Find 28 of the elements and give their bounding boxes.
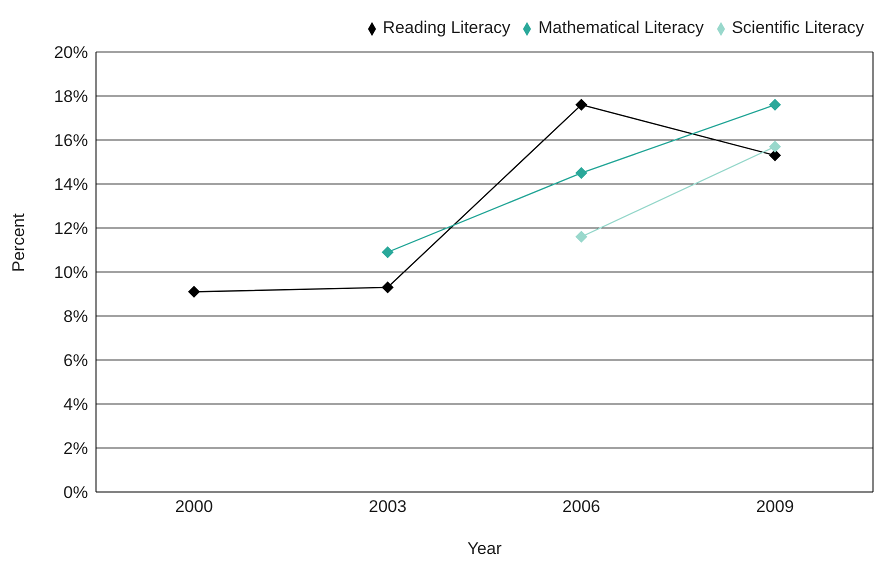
y-tick-label: 12% (54, 219, 88, 238)
point (769, 140, 781, 153)
point (188, 286, 200, 298)
y-tick-label: 16% (54, 131, 88, 150)
y-tick-label: 10% (54, 263, 88, 282)
y-tick-label: 20% (54, 43, 88, 62)
y-tick-label: 6% (63, 351, 88, 370)
y-axis-title: Percent (9, 213, 28, 272)
point (575, 230, 588, 243)
x-tick-label: 2009 (756, 497, 794, 516)
y-tick-label: 18% (54, 87, 88, 106)
x-axis-title: Year (467, 539, 502, 558)
y-tick-label: 4% (63, 395, 88, 414)
x-tick-label: 2006 (562, 497, 600, 516)
y-tick-label: 2% (63, 439, 88, 458)
point (575, 98, 588, 111)
y-tick-label: 0% (63, 483, 88, 502)
legend-label: Scientific Literacy (732, 18, 864, 37)
point (575, 167, 588, 179)
legend-label: Mathematical Literacy (538, 18, 704, 37)
x-tick-label: 2000 (175, 497, 213, 516)
x-tick-label: 2003 (368, 497, 407, 516)
y-tick-label: 14% (54, 175, 88, 194)
y-tick-label: 8% (63, 307, 88, 326)
point (382, 281, 394, 294)
legend-label: Reading Literacy (382, 18, 510, 37)
point (769, 98, 781, 111)
point (382, 246, 394, 258)
